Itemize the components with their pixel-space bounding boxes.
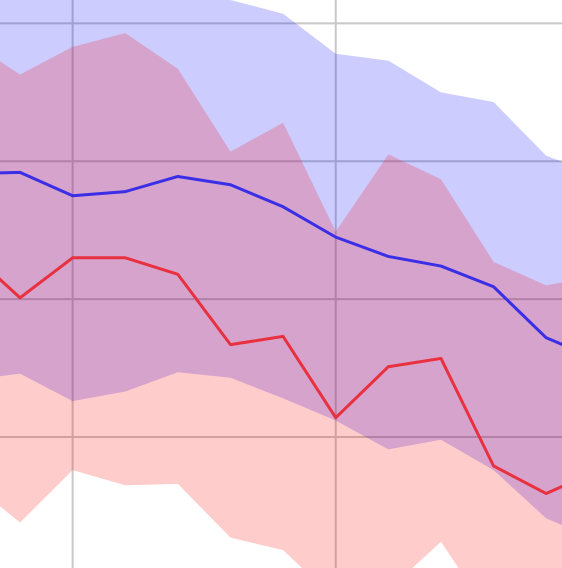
line <box>0 170 562 347</box>
line <box>0 256 562 496</box>
confidence-band <box>0 33 562 568</box>
confidence-band <box>0 0 562 525</box>
